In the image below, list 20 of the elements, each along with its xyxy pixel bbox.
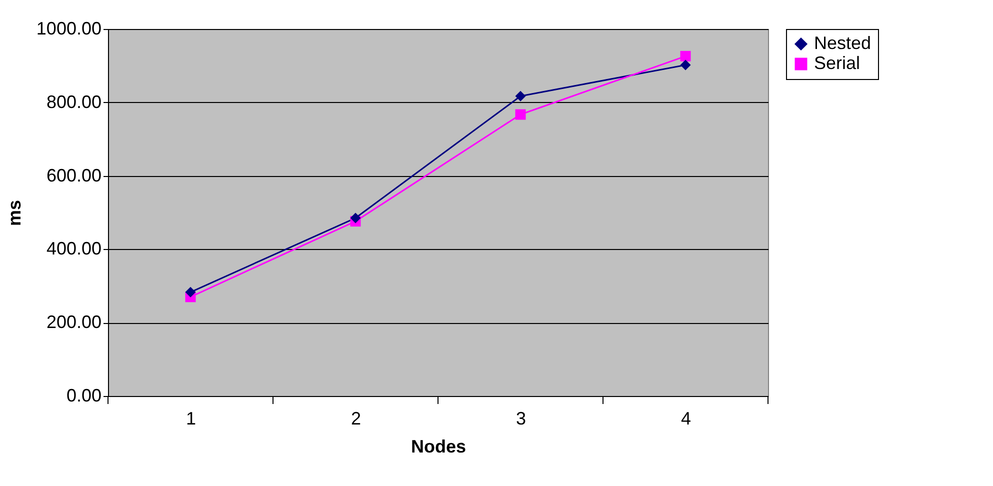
point: [680, 50, 691, 62]
legend-label: Serial: [814, 53, 860, 73]
x-axis-title: Nodes: [410, 436, 466, 456]
point: [350, 212, 361, 224]
x-tick-label: 1: [186, 408, 196, 428]
x-tick-label: 4: [680, 408, 692, 428]
y-tick-label: 1000.00: [36, 18, 102, 38]
point: [185, 286, 196, 298]
legend-label: Nested: [814, 33, 872, 53]
y-axis-title: ms: [4, 200, 24, 226]
x-tick-label: 2: [350, 408, 362, 428]
y-tick-label: 200.00: [46, 312, 102, 332]
y-tick-label: 400.00: [46, 238, 102, 259]
y-tick-label: 0.00: [66, 386, 102, 406]
y-tick-label: 800.00: [46, 92, 102, 112]
x-tick-label: 3: [516, 408, 526, 428]
point: [680, 60, 691, 70]
point: [515, 109, 526, 120]
y-tick-label: 600.00: [46, 165, 102, 186]
point: [515, 90, 526, 102]
